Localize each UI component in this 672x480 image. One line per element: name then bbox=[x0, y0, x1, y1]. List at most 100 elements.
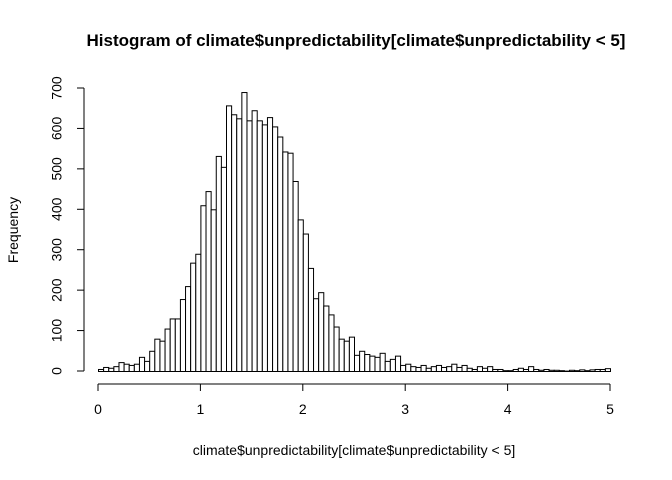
y-tick-label: 300 bbox=[49, 238, 65, 262]
histogram-bar bbox=[297, 219, 304, 372]
histogram-bar bbox=[154, 338, 161, 373]
histogram-bar bbox=[430, 366, 437, 372]
histogram-bar bbox=[144, 360, 151, 373]
y-tick-label: 700 bbox=[49, 76, 65, 100]
histogram-bar bbox=[482, 367, 489, 372]
histogram-bar bbox=[333, 326, 340, 372]
histogram-bar bbox=[138, 356, 146, 373]
histogram-bar bbox=[246, 120, 253, 372]
histogram-bar bbox=[307, 267, 315, 372]
y-axis: 0 100 200 300 400 500 600 700 bbox=[49, 76, 85, 375]
histogram-bar bbox=[272, 126, 279, 372]
histogram-bar bbox=[492, 368, 499, 373]
histogram-bar bbox=[364, 354, 371, 372]
x-axis-label: climate$unpredictability[climate$unpredi… bbox=[193, 442, 516, 458]
histogram-bar bbox=[394, 355, 402, 373]
histogram-bar bbox=[313, 298, 320, 373]
x-tick-label: 1 bbox=[197, 401, 205, 417]
histogram-bar bbox=[400, 364, 407, 373]
histogram-bar bbox=[512, 368, 519, 373]
y-tick-label: 200 bbox=[49, 278, 65, 302]
histogram-bar bbox=[266, 117, 274, 372]
histogram-bar bbox=[589, 369, 596, 373]
histogram-bar bbox=[292, 180, 299, 372]
histogram-bar bbox=[185, 286, 192, 373]
histogram-bar bbox=[584, 370, 591, 373]
histogram-bar bbox=[277, 136, 284, 372]
histogram-bar bbox=[149, 350, 156, 373]
chart-title: Histogram of climate$unpredictability[cl… bbox=[87, 31, 626, 50]
x-tick-label: 0 bbox=[94, 401, 102, 417]
histogram-bar bbox=[169, 318, 176, 373]
histogram-bar bbox=[517, 367, 524, 372]
histogram-bar bbox=[543, 368, 550, 373]
histogram-bar bbox=[354, 354, 361, 372]
y-tick-label: 600 bbox=[49, 117, 65, 141]
histogram-bar bbox=[159, 340, 166, 372]
histogram-bar bbox=[533, 368, 540, 373]
histogram-bar bbox=[384, 360, 391, 373]
histogram-bar bbox=[287, 152, 294, 372]
y-tick-label: 500 bbox=[49, 157, 65, 181]
histogram-bar bbox=[123, 363, 130, 373]
histogram-bar bbox=[241, 92, 248, 372]
histogram-bar bbox=[338, 338, 345, 373]
histogram-bar bbox=[599, 368, 606, 373]
histogram-bar bbox=[574, 370, 581, 373]
histogram-bar bbox=[236, 118, 243, 372]
histogram-bar bbox=[190, 262, 197, 372]
histogram-bar bbox=[538, 369, 545, 373]
histogram-bar bbox=[558, 370, 565, 373]
histogram-bar bbox=[487, 366, 494, 372]
histogram-bar bbox=[379, 352, 386, 372]
histogram-bar bbox=[405, 363, 412, 373]
histogram-bar bbox=[410, 366, 417, 372]
y-tick-label: 100 bbox=[49, 319, 65, 343]
histogram-bar bbox=[420, 364, 427, 373]
histogram-bar bbox=[579, 369, 586, 373]
histogram-bar bbox=[318, 292, 325, 372]
histogram-bar bbox=[435, 364, 443, 373]
histogram-bar bbox=[164, 328, 171, 372]
histogram-bar bbox=[343, 340, 350, 372]
histogram-bar bbox=[441, 366, 448, 372]
histogram-bar bbox=[133, 363, 140, 373]
x-tick-label: 4 bbox=[504, 401, 512, 417]
histogram-bar bbox=[425, 367, 432, 372]
histogram-bar bbox=[179, 299, 187, 373]
histogram-bar bbox=[476, 366, 484, 372]
x-axis: 0 1 2 3 4 5 bbox=[94, 383, 614, 417]
histogram-bar bbox=[374, 356, 381, 373]
y-tick-label: 0 bbox=[49, 367, 65, 375]
histogram-bar bbox=[282, 151, 289, 372]
histogram-bar bbox=[369, 355, 376, 373]
histogram-bars bbox=[98, 92, 612, 373]
x-tick-label: 5 bbox=[606, 401, 614, 417]
histogram-bar bbox=[553, 369, 560, 373]
histogram-bar bbox=[507, 370, 514, 373]
histogram-bar bbox=[502, 370, 509, 373]
histogram-bar bbox=[497, 368, 504, 373]
histogram-bar bbox=[528, 366, 535, 372]
histogram-bar bbox=[415, 366, 422, 372]
histogram-bar bbox=[98, 368, 105, 373]
histogram-bar bbox=[389, 358, 396, 372]
histogram-bar bbox=[128, 364, 135, 373]
histogram-bar bbox=[205, 191, 212, 372]
histogram-bar bbox=[446, 366, 453, 372]
histogram-bar bbox=[359, 350, 366, 373]
histogram-bar bbox=[604, 368, 612, 373]
histogram-bar bbox=[461, 364, 468, 373]
histogram-bar bbox=[302, 233, 309, 372]
histogram-bar bbox=[200, 205, 207, 372]
histogram-bar bbox=[215, 155, 222, 372]
histogram-bar bbox=[569, 369, 576, 373]
histogram-bar bbox=[256, 120, 263, 372]
histogram-bar bbox=[261, 124, 268, 372]
histogram-bar bbox=[220, 166, 228, 372]
histogram-bar bbox=[108, 367, 115, 372]
histogram-bar bbox=[328, 314, 335, 372]
histogram-bar bbox=[231, 114, 238, 372]
histogram-bar bbox=[210, 209, 217, 372]
